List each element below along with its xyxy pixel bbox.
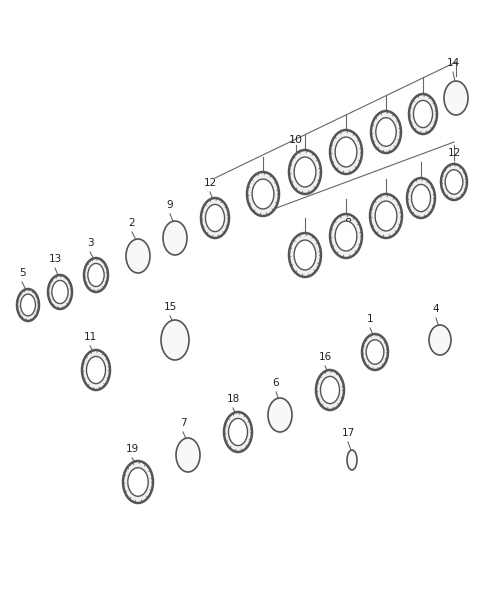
Ellipse shape xyxy=(17,289,39,321)
Ellipse shape xyxy=(247,172,279,216)
Ellipse shape xyxy=(335,221,357,251)
Text: 11: 11 xyxy=(84,332,96,342)
Text: 17: 17 xyxy=(341,428,355,438)
Ellipse shape xyxy=(289,150,321,194)
Ellipse shape xyxy=(252,179,274,209)
Ellipse shape xyxy=(161,320,189,360)
Text: 7: 7 xyxy=(180,418,186,428)
Text: 5: 5 xyxy=(19,268,25,278)
Ellipse shape xyxy=(52,281,68,304)
Text: 1: 1 xyxy=(367,314,373,324)
Ellipse shape xyxy=(366,340,384,364)
Ellipse shape xyxy=(376,118,396,146)
Ellipse shape xyxy=(407,178,435,218)
Ellipse shape xyxy=(205,204,225,232)
Ellipse shape xyxy=(294,240,316,270)
Text: 4: 4 xyxy=(432,304,439,314)
Text: 10: 10 xyxy=(289,135,303,145)
Ellipse shape xyxy=(375,201,397,231)
Ellipse shape xyxy=(362,334,388,370)
Ellipse shape xyxy=(444,81,468,115)
Text: 3: 3 xyxy=(87,238,93,248)
Ellipse shape xyxy=(84,258,108,292)
Ellipse shape xyxy=(126,239,150,273)
Ellipse shape xyxy=(321,376,339,404)
Text: 12: 12 xyxy=(447,148,461,158)
Ellipse shape xyxy=(201,198,229,238)
Ellipse shape xyxy=(294,157,316,187)
Ellipse shape xyxy=(163,221,187,255)
Ellipse shape xyxy=(316,370,344,410)
Text: 12: 12 xyxy=(204,178,216,188)
Ellipse shape xyxy=(224,412,252,452)
Ellipse shape xyxy=(128,468,148,497)
Text: 16: 16 xyxy=(318,352,332,362)
Text: 9: 9 xyxy=(167,200,173,210)
Ellipse shape xyxy=(413,101,432,127)
Ellipse shape xyxy=(21,294,36,316)
Text: 18: 18 xyxy=(227,394,240,404)
Ellipse shape xyxy=(123,461,153,503)
Ellipse shape xyxy=(82,350,110,390)
Ellipse shape xyxy=(176,438,200,472)
Ellipse shape xyxy=(228,418,248,445)
Ellipse shape xyxy=(411,184,431,212)
Ellipse shape xyxy=(429,325,451,355)
Ellipse shape xyxy=(268,398,292,432)
Ellipse shape xyxy=(330,130,362,174)
Text: 14: 14 xyxy=(446,58,460,68)
Ellipse shape xyxy=(335,137,357,167)
Ellipse shape xyxy=(289,233,321,277)
Ellipse shape xyxy=(441,164,467,200)
Ellipse shape xyxy=(370,194,402,238)
Ellipse shape xyxy=(88,264,104,287)
Ellipse shape xyxy=(86,356,106,384)
Ellipse shape xyxy=(330,214,362,258)
Text: 6: 6 xyxy=(273,378,279,388)
Ellipse shape xyxy=(347,450,357,470)
Ellipse shape xyxy=(48,275,72,309)
Text: 19: 19 xyxy=(125,444,139,454)
Ellipse shape xyxy=(371,111,401,153)
Text: 8: 8 xyxy=(345,218,351,228)
Text: 13: 13 xyxy=(48,254,61,264)
Ellipse shape xyxy=(409,94,437,134)
Text: 2: 2 xyxy=(129,218,135,228)
Text: 15: 15 xyxy=(163,302,177,312)
Ellipse shape xyxy=(445,170,463,194)
